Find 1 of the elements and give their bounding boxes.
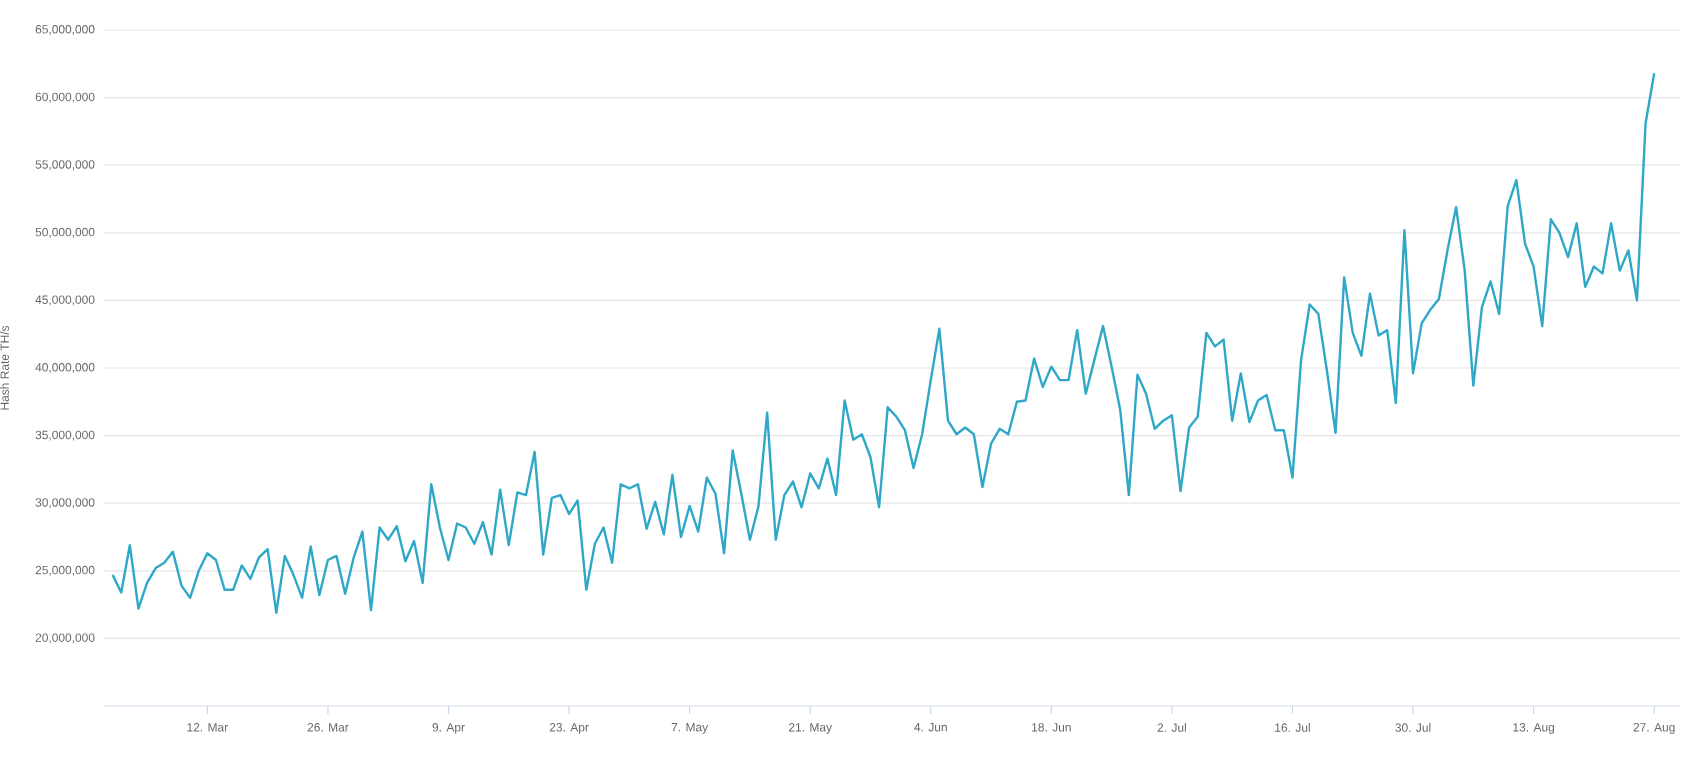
line-series — [111, 72, 1656, 614]
